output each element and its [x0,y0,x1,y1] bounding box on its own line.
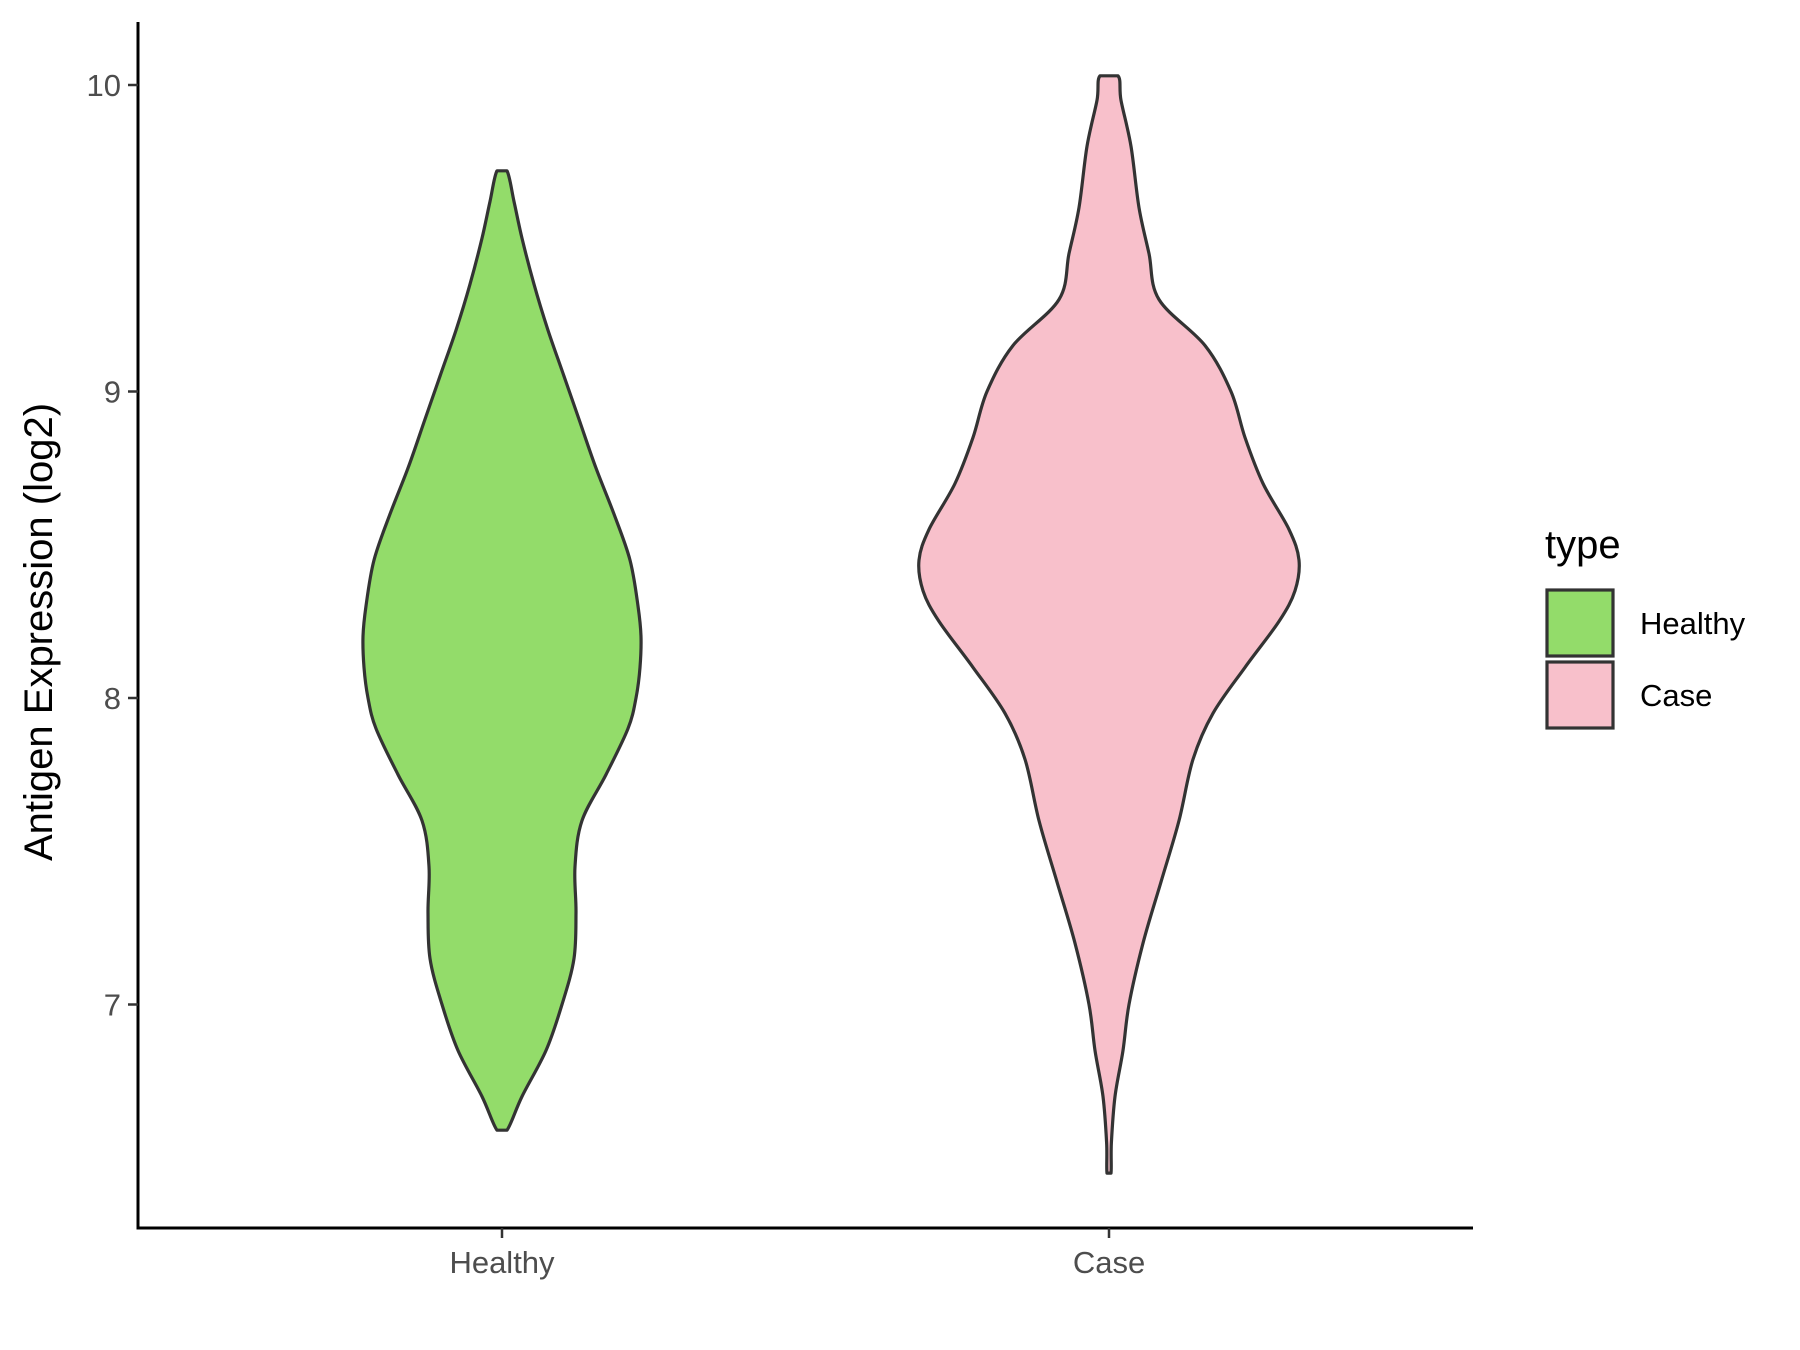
legend-label-healthy: Healthy [1640,606,1746,641]
violin-healthy [361,169,643,1132]
legend-swatch-case [1545,660,1615,730]
y-tick-label: 7 [104,988,121,1023]
y-tick-label: 9 [104,375,121,410]
violin-case [917,74,1301,1175]
x-tick-label: Case [1073,1245,1145,1280]
legend: type Healthy Case [1545,523,1746,730]
y-tick-label: 8 [104,681,121,716]
legend-title: type [1545,523,1621,567]
x-tick-label: Healthy [449,1245,555,1280]
violins-layer [361,74,1301,1175]
legend-swatch-healthy [1545,588,1615,658]
y-tick-label: 10 [87,68,121,103]
legend-label-case: Case [1640,678,1712,713]
axes-layer: 7 8 9 10 Healthy Case [87,22,1473,1280]
y-axis-title: Antigen Expression (log2) [17,403,61,861]
legend-items: Healthy Case [1545,588,1746,730]
